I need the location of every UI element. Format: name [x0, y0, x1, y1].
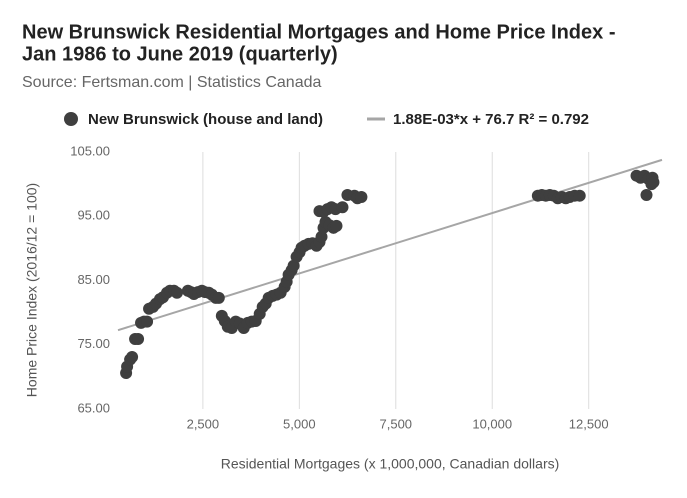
- point: [170, 286, 183, 299]
- point: [573, 189, 586, 202]
- legend-marker: [64, 112, 78, 126]
- x-tick-label: 10,000: [472, 416, 512, 431]
- legend-label: 1.88E-03*x + 76.7 R² = 0.792: [393, 111, 589, 128]
- point: [336, 201, 349, 214]
- chart-title: Jan 1986 to June 2019 (quarterly): [22, 43, 338, 65]
- y-tick-label: 65.00: [77, 400, 110, 415]
- trendline: [117, 158, 663, 332]
- point: [126, 350, 139, 363]
- chart-subtitle: Source: Fertsman.com | Statistics Canada: [22, 74, 321, 91]
- x-tick-label: 7,500: [380, 416, 413, 431]
- point: [355, 190, 368, 203]
- point: [141, 315, 154, 328]
- y-tick-label: 95.00: [77, 208, 110, 223]
- x-tick-label: 5,000: [283, 416, 316, 431]
- y-tick-label: 85.00: [77, 272, 110, 287]
- point: [640, 189, 653, 202]
- legend-label: New Brunswick (house and land): [88, 111, 323, 128]
- y-axis-label: Home Price Index (2016/12 = 100): [24, 183, 40, 397]
- point: [315, 230, 328, 243]
- x-axis-label: Residential Mortgages (x 1,000,000, Cana…: [221, 456, 560, 472]
- chart-title: New Brunswick Residential Mortgages and …: [22, 21, 616, 43]
- y-tick-label: 75.00: [77, 336, 110, 351]
- x-tick-label: 2,500: [187, 416, 220, 431]
- point: [212, 291, 225, 304]
- point: [132, 332, 145, 345]
- x-tick-label: 12,500: [569, 416, 609, 431]
- point: [647, 176, 660, 189]
- point: [330, 219, 343, 232]
- y-tick-label: 105.00: [70, 143, 110, 158]
